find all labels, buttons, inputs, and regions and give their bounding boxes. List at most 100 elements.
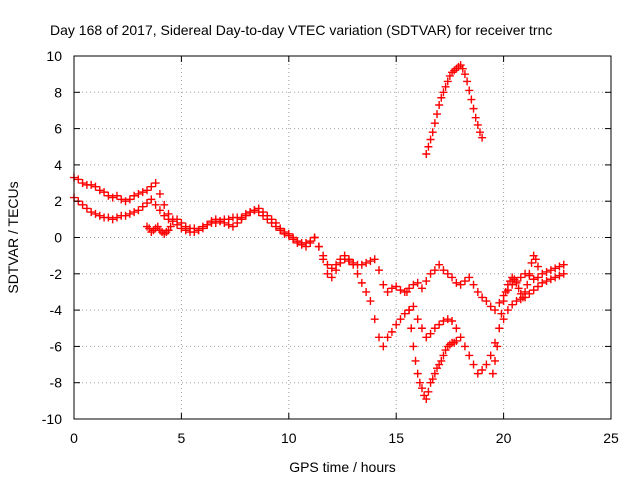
data-point [323,260,332,269]
data-point [284,231,293,240]
data-point [435,260,444,269]
data-point [194,226,203,235]
y-tick-label: 2 [54,193,62,209]
data-point [473,120,482,129]
data-point [190,228,199,237]
data-point [241,211,250,220]
data-point [366,257,375,266]
y-tick-label: -8 [50,375,63,391]
data-point [177,224,186,233]
data-point [130,208,139,217]
data-point [237,215,246,224]
data-point [392,320,401,329]
data-point [280,229,289,238]
data-point [443,269,452,278]
data-point [91,209,100,218]
data-point [491,356,500,365]
data-point [263,215,272,224]
data-point [112,213,121,222]
data-point [340,251,349,260]
data-point [439,351,448,360]
data-point [473,369,482,378]
data-point [542,277,551,286]
data-point [138,188,147,197]
data-point [428,375,437,384]
data-point [486,302,495,311]
data-point [435,101,444,110]
data-point [437,356,446,365]
data-point [533,282,542,291]
data-point [220,218,229,227]
data-point [497,309,506,318]
data-point [138,202,147,211]
data-point [439,88,448,97]
y-axis-label: SDTVAR / TECUs [5,181,21,293]
data-point [82,204,91,213]
data-point [469,280,478,289]
data-point [353,269,362,278]
data-point [211,215,220,224]
data-point [357,278,366,287]
y-tick-label: 4 [54,157,62,173]
data-point [465,351,474,360]
data-point [478,293,487,302]
data-point [475,128,484,137]
x-tick-label: 5 [178,430,186,446]
x-tick-labels: 0 5 10 15 20 25 [70,430,619,446]
data-point [499,315,508,324]
data-point [551,273,560,282]
x-tick-label: 25 [603,430,619,446]
y-tick-label: -6 [50,338,63,354]
data-point [362,287,371,296]
data-point [542,267,551,276]
data-point [289,235,298,244]
data-point [293,238,302,247]
data-point [525,289,534,298]
data-point [430,324,439,333]
data-point [486,351,495,360]
data-point [460,277,469,286]
data-point [424,387,433,396]
data-point [417,384,426,393]
data-point [521,287,530,296]
data-point [452,324,461,333]
data-point [413,369,422,378]
data-point [527,258,536,267]
data-point [104,191,113,200]
data-point [125,209,134,218]
axis-ticks [73,55,612,420]
data-point [448,316,457,325]
data-point [271,222,280,231]
data-point [456,280,465,289]
data-point [426,269,435,278]
y-tick-label: 8 [54,84,62,100]
data-point [375,266,384,275]
data-point [383,287,392,296]
data-point [422,333,431,342]
data-point [267,218,276,227]
data-point [503,306,512,315]
data-point [422,395,431,404]
data-point [469,104,478,113]
data-point [533,273,542,282]
data-point [344,255,353,264]
data-point [147,182,156,191]
chart-title: Day 168 of 2017, Sidereal Day-to-day VTE… [50,22,552,38]
data-point [168,217,177,226]
data-point [387,327,396,336]
data-point [121,211,130,220]
data-point [370,255,379,264]
data-point [529,275,538,284]
data-point [254,208,263,217]
data-point [546,275,555,284]
data-point [422,277,431,286]
data-point [78,200,87,209]
data-point [413,278,422,287]
data-point [488,369,497,378]
data-point [198,224,207,233]
data-point [370,315,379,324]
data-point [216,217,225,226]
data-point [531,255,540,264]
data-point [246,208,255,217]
